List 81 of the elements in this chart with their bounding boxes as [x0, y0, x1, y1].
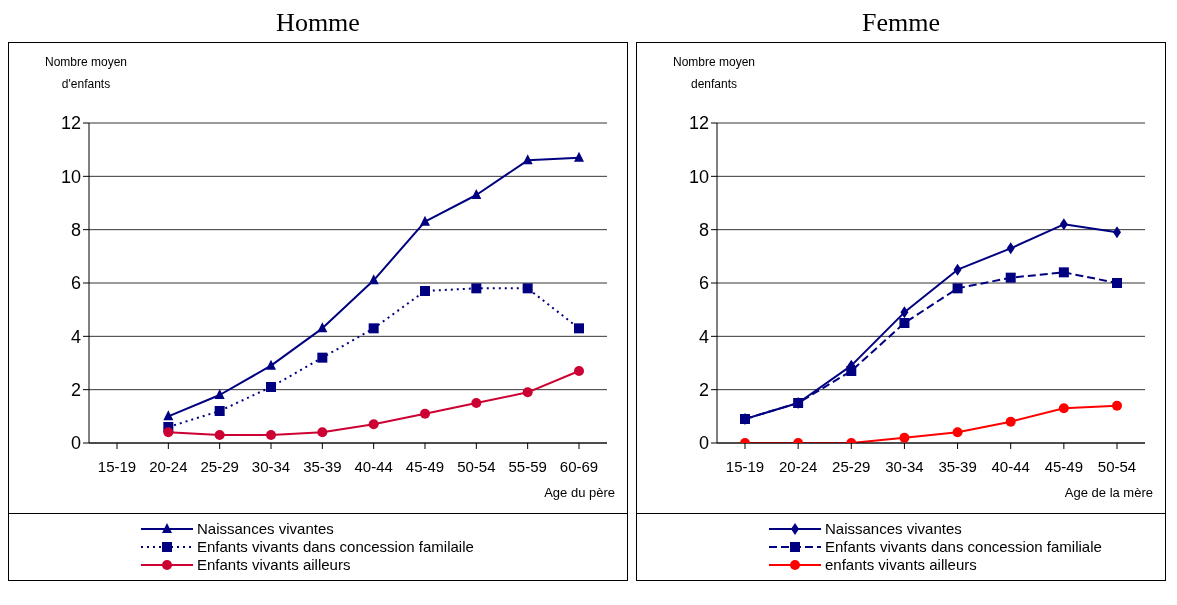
- y-tick-label: 2: [70, 380, 81, 401]
- point: [899, 318, 910, 328]
- y-tick-label: 12: [60, 113, 81, 134]
- x-tick-label: 45-49: [1044, 457, 1084, 475]
- point: [899, 432, 910, 443]
- x-tick-label: 35-39: [303, 457, 342, 475]
- point: [1112, 400, 1122, 411]
- x-axis-title: Age de la mère: [1064, 485, 1153, 500]
- x-tick-label: 25-29: [832, 457, 871, 475]
- chart-title: Homme: [275, 8, 361, 39]
- point: [1058, 267, 1069, 278]
- legend-label: Naissances vivantes: [825, 520, 962, 538]
- point: [368, 323, 379, 334]
- legend-label: Enfants vivants ailleurs: [197, 556, 351, 574]
- x-tick-label: 50-54: [457, 457, 496, 475]
- x-tick-label: 40-44: [354, 457, 393, 475]
- point: [574, 366, 584, 376]
- x-tick-label: 15-19: [725, 457, 765, 475]
- x-tick-label: 55-59: [508, 457, 547, 475]
- y-tick-label: 6: [70, 273, 81, 294]
- x-tick-label: 25-29: [200, 457, 239, 475]
- point: [420, 286, 430, 296]
- point: [471, 398, 482, 408]
- point: [317, 352, 328, 363]
- point: [574, 151, 584, 162]
- point: [317, 322, 328, 333]
- x-tick-label: 35-39: [938, 457, 977, 475]
- y-tick-label: 10: [60, 166, 81, 187]
- y-axis-title: Nombre moyen d'enfants: [44, 54, 128, 93]
- legend-label: Naissances vivantes: [197, 520, 334, 538]
- point: [574, 323, 584, 334]
- point: [368, 419, 379, 430]
- y-tick-label: 6: [698, 273, 709, 294]
- legend-label: Enfants vivants dans concession familaile: [197, 538, 474, 556]
- point: [952, 283, 963, 294]
- point: [420, 215, 430, 226]
- x-tick-label: 40-44: [991, 457, 1030, 475]
- point: [214, 406, 225, 416]
- point: [266, 382, 276, 392]
- x-tick-label: 15-19: [97, 457, 137, 475]
- point: [368, 274, 379, 285]
- y-tick-label: 10: [688, 166, 709, 187]
- x-tick-label: 50-54: [1097, 457, 1137, 475]
- y-axis-title: Nombre moyen denfants: [672, 54, 756, 93]
- x-tick-label: 20-24: [778, 457, 818, 475]
- point: [266, 359, 276, 370]
- point: [846, 366, 857, 376]
- point: [1112, 278, 1122, 288]
- y-tick-label: 0: [70, 433, 81, 454]
- point: [1058, 403, 1069, 414]
- legend-label: Enfants vivants dans concession familiale: [825, 538, 1102, 556]
- y-tick-label: 4: [698, 326, 709, 347]
- point: [522, 387, 533, 398]
- point: [471, 283, 482, 294]
- x-tick-label: 60-69: [559, 457, 599, 475]
- x-tick-label: 30-34: [885, 457, 924, 475]
- point: [163, 410, 174, 421]
- point: [522, 154, 533, 165]
- y-tick-label: 4: [70, 326, 81, 347]
- y-tick-label: 8: [698, 220, 709, 241]
- point: [317, 427, 328, 438]
- y-tick-label: 8: [70, 220, 81, 241]
- point: [471, 189, 482, 199]
- x-tick-label: 30-34: [251, 457, 291, 475]
- point: [952, 427, 963, 438]
- y-tick-label: 12: [688, 113, 709, 134]
- point: [266, 430, 276, 440]
- chart-title: Femme: [861, 8, 941, 39]
- x-axis-title: Age du père: [544, 485, 615, 500]
- legend-label: enfants vivants ailleurs: [825, 556, 977, 574]
- x-tick-label: 45-49: [405, 457, 445, 475]
- x-tick-label: 20-24: [149, 457, 188, 475]
- point: [214, 389, 225, 399]
- point: [522, 283, 533, 294]
- y-tick-label: 0: [698, 433, 709, 454]
- point: [1005, 416, 1016, 427]
- point: [420, 408, 430, 419]
- point: [163, 427, 174, 438]
- point: [214, 430, 225, 440]
- y-tick-label: 2: [698, 380, 709, 401]
- point: [1005, 272, 1016, 283]
